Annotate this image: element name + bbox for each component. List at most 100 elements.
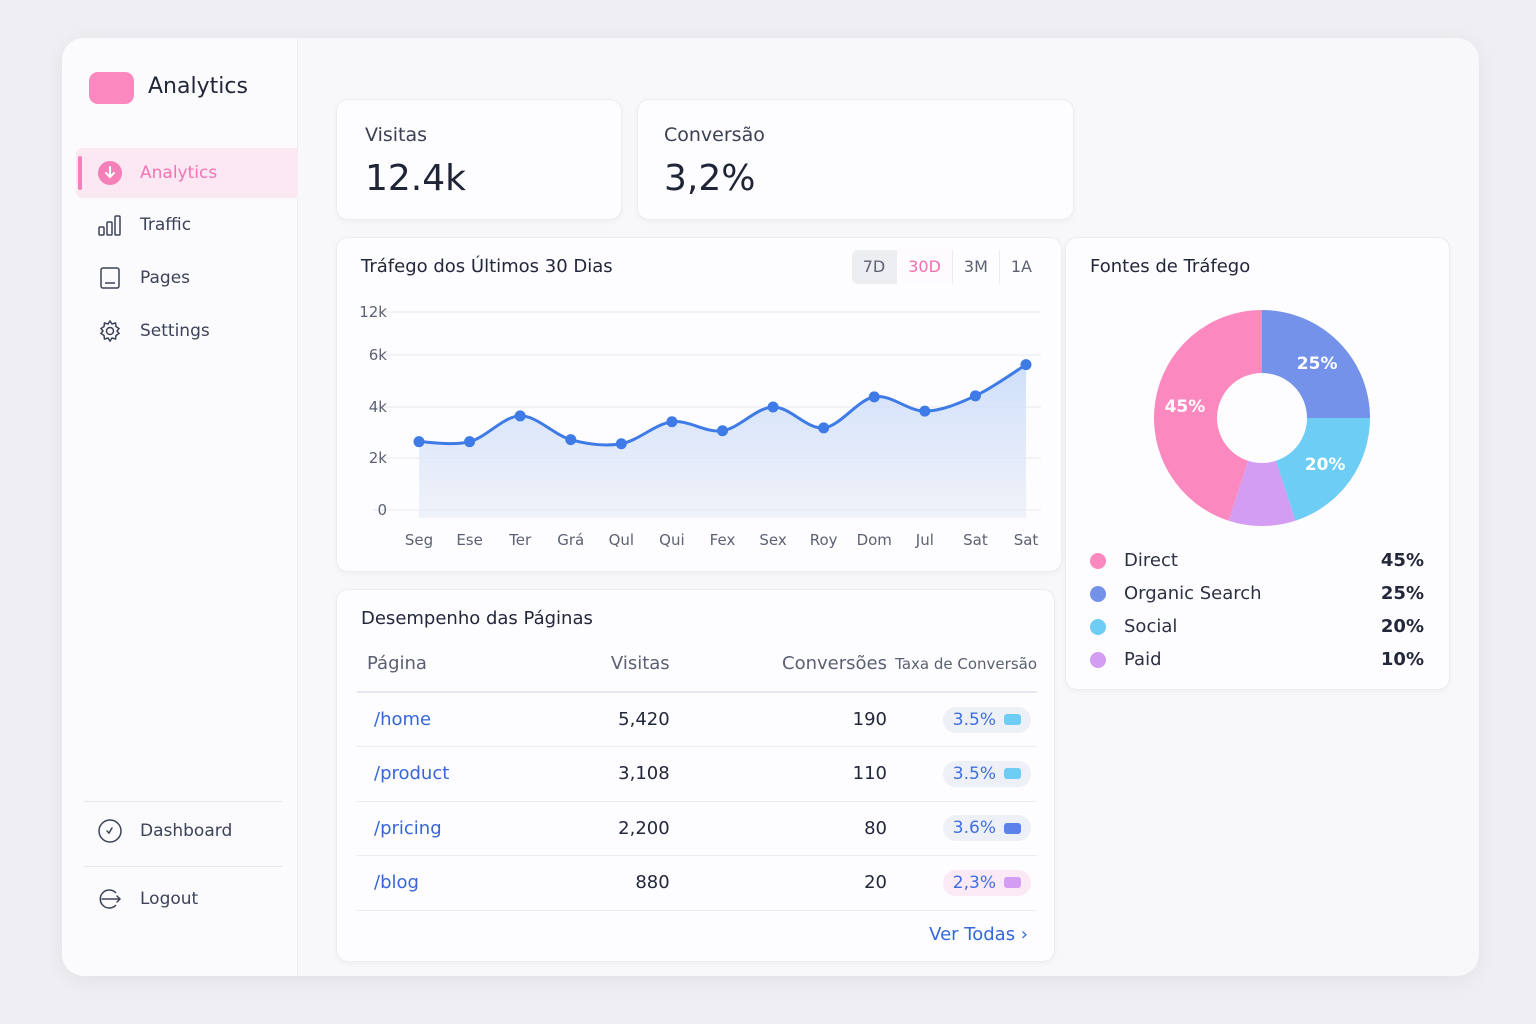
stat-label: Visitas <box>365 124 428 146</box>
legend-swatch <box>1090 651 1106 668</box>
sidebar-item-label: Settings <box>140 321 210 341</box>
table-row[interactable]: /product 3,108 110 3.5% <box>357 746 1037 802</box>
donut-slice <box>1262 310 1370 418</box>
page-link[interactable]: /home <box>357 692 549 747</box>
sidebar-item-label: Analytics <box>140 163 218 183</box>
legend-swatch <box>1090 585 1106 602</box>
legend-label: Direct <box>1124 550 1178 571</box>
sidebar-item-dashboard[interactable]: Dashboard <box>76 806 298 856</box>
slice-label: 45% <box>1165 397 1206 417</box>
legend-swatch <box>1090 552 1106 569</box>
range-1a[interactable]: 1A <box>1010 257 1032 276</box>
table-row[interactable]: /blog 880 20 2,3% <box>357 855 1037 911</box>
stat-value: 3,2% <box>664 158 756 199</box>
stat-value: 12.4k <box>365 158 467 199</box>
rate-value: 3.6% <box>952 818 996 839</box>
rate-badge: 3.5% <box>942 706 1031 733</box>
rate-badge: 3.5% <box>942 760 1031 787</box>
rate-badge: 3.6% <box>942 815 1031 842</box>
traffic-sources-donut: 25% 20% 45% <box>1154 310 1370 526</box>
download-circle-icon <box>98 161 122 185</box>
traffic-area-chart: 0 2k 4k 6k 12k Seg Ese Ter Grá Qul Qui Fex Sex Roy Dom… <box>359 303 1041 549</box>
data-point <box>464 436 476 448</box>
legend-value: 10% <box>1380 649 1424 670</box>
app-window: Analytics Analytics Traffic Pages Settin… <box>62 38 1479 976</box>
data-point <box>615 438 627 450</box>
y-tick-label: 0 <box>377 501 387 519</box>
sidebar-item-traffic[interactable]: Traffic <box>76 200 298 250</box>
col-rate: Taxa de Conversão <box>887 636 1037 693</box>
data-point <box>514 410 526 422</box>
sidebar-item-logout[interactable]: Logout <box>76 874 298 924</box>
sidebar-item-analytics[interactable]: Analytics <box>76 148 298 198</box>
area-fill <box>419 364 1026 518</box>
stat-card-conversion: Conversão 3,2% <box>637 99 1074 220</box>
legend-value: 45% <box>1380 550 1424 571</box>
x-tick-label: Ter <box>508 531 532 549</box>
view-all-link[interactable]: Ver Todas › <box>929 924 1028 945</box>
x-tick-label: Fex <box>710 531 736 549</box>
range-30d[interactable]: 30D <box>897 250 953 284</box>
conversions-cell: 190 <box>669 692 887 747</box>
visits-cell: 3,108 <box>548 746 670 802</box>
range-7d[interactable]: 7D <box>851 250 898 284</box>
card-title: Fontes de Tráfego <box>1090 256 1251 277</box>
bar-chart-icon <box>98 213 122 237</box>
sidebar-item-label: Dashboard <box>140 821 233 841</box>
rate-cell: 3.6% <box>887 801 1037 856</box>
page-link[interactable]: /blog <box>357 855 549 911</box>
conversions-cell: 80 <box>669 801 887 856</box>
x-tick-label: Seg <box>405 531 433 549</box>
sidebar-item-settings[interactable]: Settings <box>76 306 298 356</box>
x-tick-label: Qul <box>609 531 634 549</box>
donut-slice <box>1228 460 1296 526</box>
rate-cell: 2,3% <box>887 855 1037 911</box>
page-performance-card: Desempenho das Páginas Página Visitas Co… <box>336 589 1055 962</box>
divider <box>84 801 282 802</box>
slice-label: 20% <box>1305 455 1346 475</box>
stat-label: Conversão <box>664 124 765 146</box>
rate-swatch <box>1004 768 1021 780</box>
data-point <box>818 422 830 434</box>
legend-label: Social <box>1124 616 1178 637</box>
table-header-row: Página Visitas Conversões Taxa de Conver… <box>357 636 1037 693</box>
card-title: Tráfego dos Últimos 30 Dias <box>361 256 613 277</box>
visits-cell: 2,200 <box>548 801 670 856</box>
col-conversions: Conversões <box>669 636 887 693</box>
rate-value: 3.5% <box>952 709 996 730</box>
check-circle-icon <box>98 819 122 843</box>
page-link[interactable]: /product <box>357 746 549 802</box>
legend-swatch <box>1090 618 1106 635</box>
x-tick-label: Qui <box>659 531 684 549</box>
data-point <box>666 416 678 428</box>
data-point <box>767 401 779 413</box>
page-link[interactable]: /pricing <box>357 801 549 856</box>
sidebar-item-pages[interactable]: Pages <box>76 253 298 303</box>
sidebar-item-label: Logout <box>140 889 199 909</box>
data-point <box>413 436 425 448</box>
traffic-sources-card: Fontes de Tráfego 25% 20% 45% Direct 45% Org… <box>1065 237 1450 690</box>
table-row[interactable]: /home 5,420 190 3.5% <box>357 692 1037 747</box>
rate-cell: 3.5% <box>887 746 1037 802</box>
logo <box>89 72 134 104</box>
donut-slice <box>1275 418 1370 521</box>
traffic-chart-card: Tráfego dos Últimos 30 Dias 7D 30D 3M 1A… <box>336 237 1062 572</box>
rate-swatch <box>1004 822 1021 834</box>
donut-slice <box>1154 310 1262 521</box>
y-tick-label: 4k <box>369 398 388 416</box>
legend-label: Paid <box>1124 649 1162 670</box>
data-point <box>1020 359 1032 371</box>
x-tick-label: Ese <box>456 531 483 549</box>
divider <box>84 866 282 867</box>
legend-item: Direct 45% <box>1090 550 1424 571</box>
x-tick-label: Sex <box>759 531 786 549</box>
y-tick-label: 6k <box>369 346 388 364</box>
legend-label: Organic Search <box>1124 583 1262 604</box>
col-page: Página <box>357 636 549 693</box>
sidebar-item-label: Traffic <box>140 215 192 235</box>
legend-value: 25% <box>1380 583 1424 604</box>
table-row[interactable]: /pricing 2,200 80 3.6% <box>357 801 1037 856</box>
rate-cell: 3.5% <box>887 692 1037 747</box>
range-3m[interactable]: 3M <box>953 250 1000 284</box>
logout-icon <box>98 887 122 911</box>
